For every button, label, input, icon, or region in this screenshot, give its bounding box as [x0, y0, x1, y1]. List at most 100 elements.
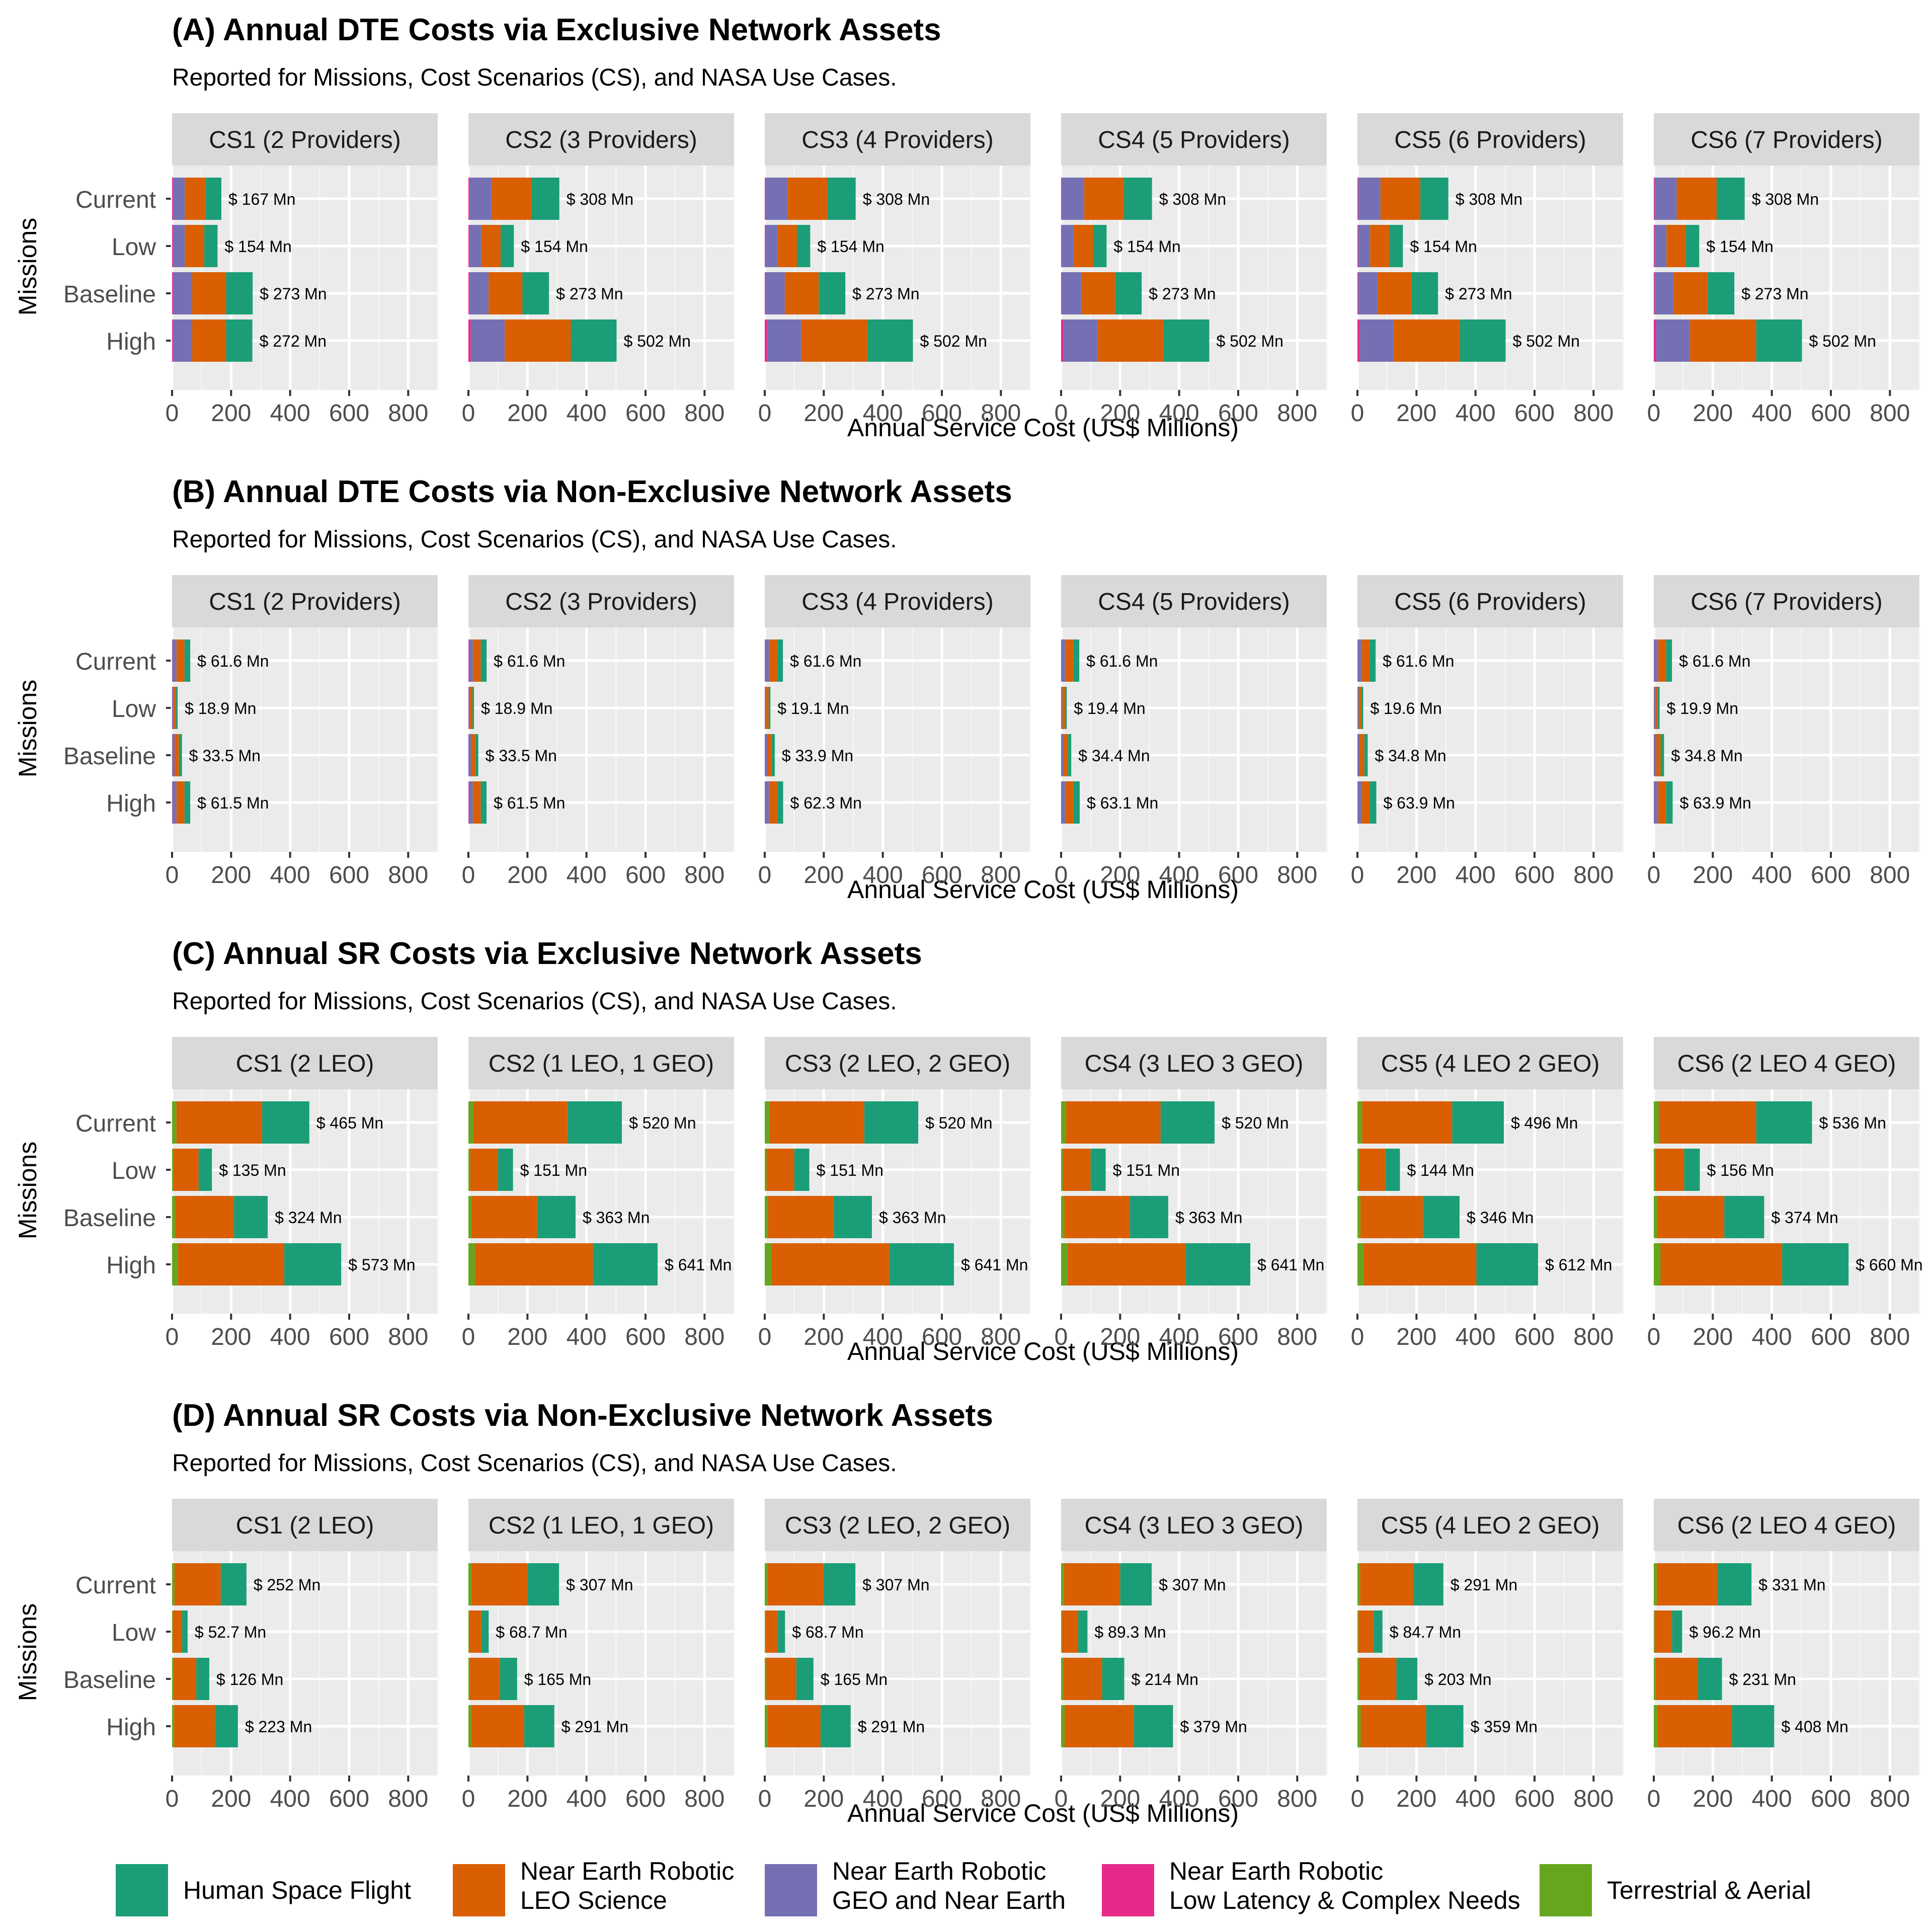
bar-segment: [889, 1243, 954, 1285]
bar-segment: [1756, 1101, 1812, 1144]
x-tick-label: 800: [684, 400, 725, 427]
facet-strip: [172, 575, 438, 627]
y-axis-title: Missions: [14, 1142, 42, 1239]
bar-segment: [777, 1611, 785, 1653]
facet-strip-label: CS5 (4 LEO 2 GEO): [1381, 1051, 1600, 1077]
bar-segment: [1063, 1149, 1091, 1191]
bar-value-label: $ 308 Mn: [863, 190, 930, 208]
bar-segment: [468, 1243, 475, 1285]
x-axis-title: Annual Service Cost (US$ Millions): [847, 1799, 1239, 1827]
bar-segment: [468, 734, 469, 776]
x-tick-label: 400: [270, 862, 310, 889]
facet-strip-label: CS3 (4 Providers): [801, 127, 993, 153]
legend-label: Near Earth Robotic: [1169, 1857, 1383, 1885]
bar-segment: [766, 1658, 796, 1700]
bar-segment: [767, 1563, 824, 1605]
bar-segment: [1666, 639, 1672, 682]
bar-segment: [173, 1658, 197, 1700]
bar-segment: [1066, 1101, 1161, 1144]
bar-segment: [1062, 178, 1084, 220]
bar-segment: [234, 1196, 268, 1238]
x-tick-label: 400: [1159, 1786, 1199, 1812]
bar-segment: [172, 1149, 174, 1191]
bar-segment: [172, 1611, 173, 1653]
bar-segment: [1657, 1705, 1732, 1747]
chart-section-d: (D) Annual SR Costs via Non-Exclusive Ne…: [14, 1398, 1920, 1827]
bar-segment: [1656, 1658, 1698, 1700]
bar-segment: [1358, 1611, 1374, 1653]
facet-strip: [1061, 1499, 1327, 1551]
facet-strip-label: CS1 (2 LEO): [236, 1051, 374, 1077]
bar-segment: [472, 687, 474, 729]
legend-label: LEO Science: [520, 1886, 667, 1914]
facet-3: CS3 (2 LEO, 2 GEO) $ 307 Mn $ 68.7 Mn $ 165…: [758, 1499, 1031, 1812]
legend: Human Space Flight Near Earth Robotic LEO …: [116, 1857, 1811, 1916]
bar-segment: [1370, 781, 1377, 824]
bar-value-label: $ 19.6 Mn: [1370, 699, 1441, 717]
x-tick-label: 200: [803, 400, 844, 427]
legend-label: Human Space Flight: [183, 1876, 411, 1904]
bar-segment: [765, 687, 766, 729]
bar-segment: [1698, 1658, 1722, 1700]
bar-segment: [1654, 1243, 1661, 1285]
bar-value-label: $ 520 Mn: [1222, 1114, 1289, 1132]
x-tick-label: 0: [462, 862, 475, 889]
legend-label: Low Latency & Complex Needs: [1169, 1886, 1520, 1914]
bar-segment: [172, 781, 177, 824]
bar-segment: [1061, 178, 1062, 220]
bar-segment: [1654, 781, 1658, 824]
bar-segment: [765, 734, 767, 776]
bar-segment: [262, 1101, 309, 1144]
bar-segment: [767, 319, 801, 362]
facet-strip-label: CS6 (7 Providers): [1691, 127, 1882, 153]
bar-segment: [1073, 639, 1080, 682]
bar-value-label: $ 18.9 Mn: [481, 699, 552, 717]
bar-segment: [1361, 687, 1363, 729]
bar-segment: [765, 225, 778, 267]
bar-segment: [1420, 178, 1448, 220]
bar-segment: [1357, 1705, 1361, 1747]
bar-segment: [765, 272, 785, 314]
legend-label: Near Earth Robotic: [832, 1857, 1046, 1885]
bar-segment: [767, 1705, 821, 1747]
bar-segment: [468, 781, 469, 824]
facet-3: CS3 (4 Providers) $ 308 Mn $ 154 Mn $ 273 M…: [758, 113, 1031, 427]
x-tick-label: 0: [1351, 1786, 1364, 1812]
x-tick-label: 400: [270, 1786, 310, 1812]
facet-5: CS5 (4 LEO 2 GEO) $ 291 Mn $ 84.7 Mn $ 203 …: [1351, 1499, 1624, 1812]
bar-segment: [1656, 734, 1661, 776]
x-tick-label: 800: [388, 862, 428, 889]
bar-segment: [192, 272, 226, 314]
y-tick-label: High: [106, 1252, 156, 1279]
bar-segment: [833, 1196, 872, 1238]
x-tick-label: 400: [567, 1786, 607, 1812]
bar-segment: [470, 319, 505, 362]
x-tick-label: 600: [625, 862, 666, 889]
facet-strip-label: CS1 (2 Providers): [209, 589, 400, 615]
bar-segment: [172, 178, 173, 220]
bar-value-label: $ 252 Mn: [254, 1576, 320, 1594]
x-tick-label: 600: [1218, 862, 1258, 889]
x-tick-label: 600: [1514, 400, 1555, 427]
bar-value-label: $ 19.9 Mn: [1667, 699, 1738, 717]
chart-title: (A) Annual DTE Costs via Exclusive Netwo…: [172, 13, 941, 47]
bar-segment: [1654, 1101, 1659, 1144]
bar-segment: [1361, 639, 1370, 682]
facet-strip-label: CS5 (4 LEO 2 GEO): [1381, 1512, 1600, 1539]
bar-segment: [176, 781, 185, 824]
bar-segment: [172, 1705, 175, 1747]
bar-segment: [172, 734, 173, 776]
bar-segment: [1063, 1658, 1102, 1700]
facet-strip: [765, 575, 1030, 627]
bar-segment: [1656, 319, 1691, 362]
x-tick-label: 400: [1752, 1786, 1792, 1812]
bar-value-label: $ 331 Mn: [1758, 1576, 1825, 1594]
bar-segment: [469, 1658, 500, 1700]
bar-segment: [1357, 1101, 1362, 1144]
bar-segment: [765, 1705, 768, 1747]
bar-segment: [1061, 272, 1062, 314]
facet-5: CS5 (6 Providers) $ 61.6 Mn $ 19.6 Mn $ 34.…: [1351, 575, 1624, 889]
x-tick-label: 600: [1514, 862, 1555, 889]
x-tick-label: 800: [684, 862, 725, 889]
bar-segment: [777, 225, 797, 267]
